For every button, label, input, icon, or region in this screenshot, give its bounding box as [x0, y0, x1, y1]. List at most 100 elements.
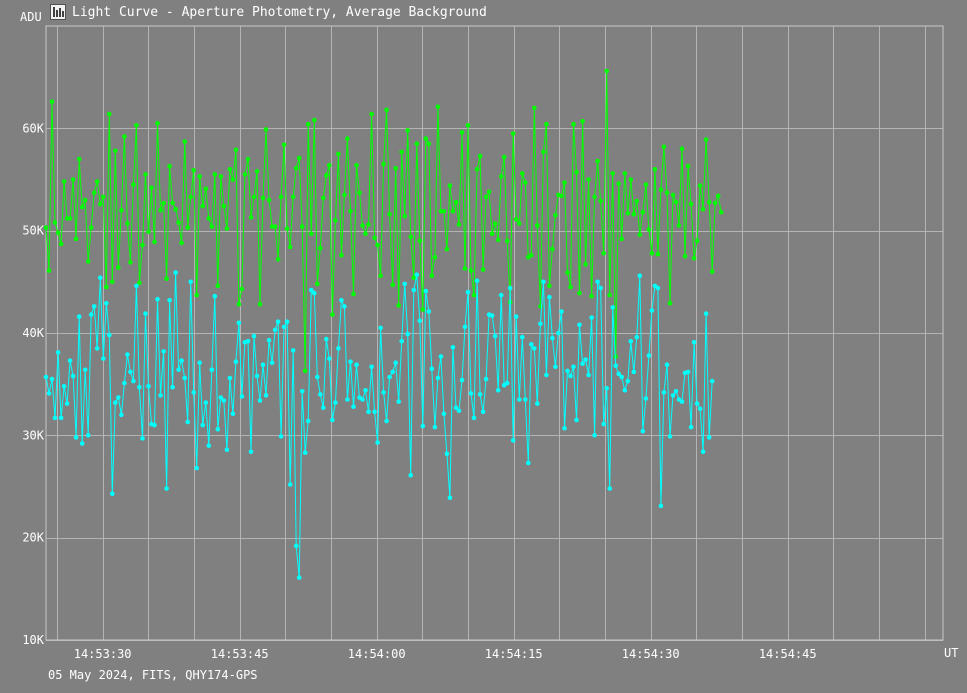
data-point [212, 172, 218, 177]
data-point [251, 333, 257, 339]
data-point [248, 449, 254, 455]
data-point [565, 368, 570, 374]
data-point [483, 376, 489, 382]
data-point [541, 149, 546, 155]
data-point [658, 187, 664, 192]
data-point [601, 421, 606, 427]
data-point [260, 195, 266, 201]
data-point [312, 290, 317, 296]
data-point [604, 68, 609, 74]
data-point [85, 433, 91, 438]
data-point [471, 292, 477, 298]
data-point [679, 399, 685, 404]
data-point [667, 301, 673, 306]
chart-title: Light Curve - Aperture Photometry, Avera… [72, 4, 487, 20]
data-point [215, 426, 221, 432]
footer-info: 05 May 2024, FITS, QHY174-GPS [48, 668, 258, 682]
data-point [122, 134, 127, 139]
data-point [562, 180, 567, 185]
data-point [137, 384, 142, 390]
data-point [339, 252, 344, 258]
data-point [266, 197, 272, 203]
data-point [287, 244, 293, 250]
data-point [694, 238, 700, 244]
data-point [520, 334, 525, 340]
data-point [589, 315, 594, 320]
data-point [55, 350, 61, 355]
data-point [393, 165, 399, 171]
data-point [218, 395, 224, 400]
data-point [185, 419, 190, 425]
data-point [411, 275, 417, 281]
data-point [691, 255, 697, 261]
data-point [459, 377, 465, 383]
data-point [694, 401, 700, 406]
data-point [143, 172, 148, 177]
data-point [333, 400, 338, 405]
data-point [438, 354, 444, 359]
data-point [628, 338, 634, 344]
data-point [143, 311, 148, 316]
data-point [700, 449, 706, 455]
data-point [43, 225, 49, 230]
data-point [565, 270, 570, 275]
data-point [462, 324, 468, 330]
data-point [173, 270, 178, 275]
data-point [224, 447, 230, 453]
data-point [49, 99, 55, 104]
data-point [402, 214, 408, 219]
data-point [571, 364, 576, 370]
data-point [140, 436, 145, 441]
data-point [61, 383, 67, 389]
data-point [405, 331, 411, 337]
data-point [604, 386, 609, 391]
data-point [324, 173, 329, 178]
data-point [254, 373, 260, 379]
data-point [513, 314, 519, 319]
data-point [529, 252, 534, 258]
y-tick-label: 30K [22, 428, 44, 442]
data-point [233, 359, 239, 365]
data-point [381, 161, 386, 167]
data-point [435, 104, 441, 110]
data-point [547, 294, 552, 300]
data-point [363, 388, 368, 393]
data-point [480, 267, 486, 272]
data-point [302, 450, 308, 456]
data-point [369, 111, 374, 117]
data-point [315, 374, 320, 380]
data-point [309, 287, 314, 293]
x-tick-label: 14:54:15 [485, 647, 543, 661]
data-point [529, 342, 534, 347]
data-point [155, 120, 160, 126]
data-point [697, 406, 703, 412]
data-point [351, 291, 356, 297]
data-point [507, 285, 513, 291]
data-point [245, 156, 251, 162]
data-point [119, 412, 124, 418]
data-point [411, 287, 417, 293]
data-point [251, 194, 257, 200]
data-point [670, 393, 676, 398]
data-point [64, 401, 70, 406]
data-point [278, 194, 284, 200]
data-point [375, 242, 380, 248]
data-point [260, 362, 266, 368]
data-point [230, 411, 236, 417]
data-point [149, 185, 154, 190]
data-point [625, 211, 631, 216]
data-point [426, 141, 432, 146]
data-point [610, 171, 615, 176]
data-point [441, 208, 447, 214]
data-point [206, 443, 212, 448]
data-point [492, 221, 498, 226]
data-point [239, 286, 245, 292]
data-point [468, 391, 474, 396]
data-point [387, 212, 392, 217]
data-point [158, 393, 163, 398]
data-point [79, 204, 85, 210]
data-point [619, 374, 624, 380]
data-point [396, 399, 402, 404]
data-point [417, 238, 423, 244]
data-point [128, 369, 133, 375]
